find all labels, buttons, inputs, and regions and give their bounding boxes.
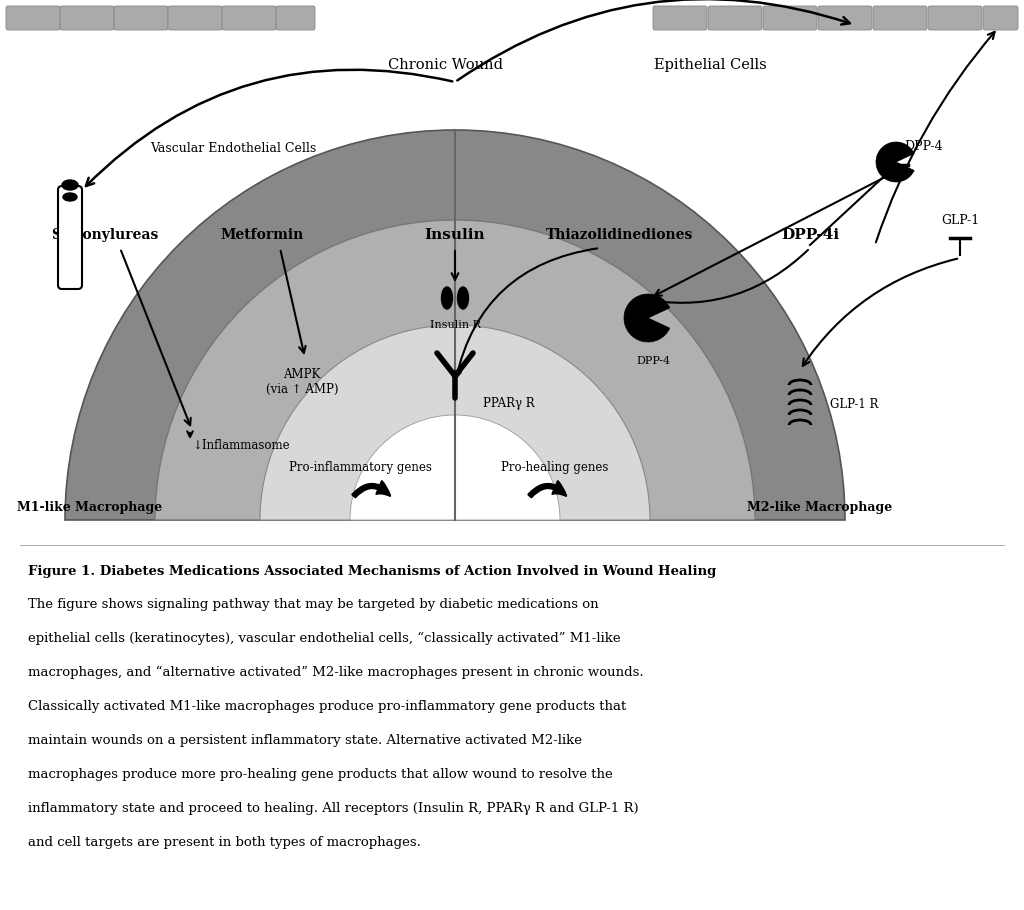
Text: maintain wounds on a persistent inflammatory state. Alternative activated M2-lik: maintain wounds on a persistent inflamma… bbox=[28, 734, 582, 747]
Text: ↓Inflammasome: ↓Inflammasome bbox=[193, 439, 290, 451]
Text: Figure 1. Diabetes Medications Associated Mechanisms of Action Involved in Wound: Figure 1. Diabetes Medications Associate… bbox=[28, 565, 716, 578]
Text: and cell targets are present in both types of macrophages.: and cell targets are present in both typ… bbox=[28, 836, 421, 849]
Text: Vascular Endothelial Cells: Vascular Endothelial Cells bbox=[150, 141, 316, 155]
Text: M1-like Macrophage: M1-like Macrophage bbox=[17, 501, 163, 514]
Text: GLP-1 R: GLP-1 R bbox=[830, 399, 879, 411]
Text: AMPK
(via ↑ AMP): AMPK (via ↑ AMP) bbox=[266, 368, 338, 396]
FancyBboxPatch shape bbox=[276, 6, 315, 30]
Text: DPP-4: DPP-4 bbox=[636, 356, 670, 366]
Text: DPP-4i: DPP-4i bbox=[781, 228, 839, 242]
Text: Pro-inflammatory genes: Pro-inflammatory genes bbox=[289, 461, 431, 474]
Text: Epithelial Cells: Epithelial Cells bbox=[653, 58, 766, 72]
Text: Sulfonylureas: Sulfonylureas bbox=[51, 228, 159, 242]
Text: macrophages, and “alternative activated” M2-like macrophages present in chronic : macrophages, and “alternative activated”… bbox=[28, 666, 644, 679]
FancyBboxPatch shape bbox=[928, 6, 982, 30]
FancyBboxPatch shape bbox=[763, 6, 817, 30]
Ellipse shape bbox=[458, 287, 469, 309]
Ellipse shape bbox=[62, 180, 78, 190]
Text: epithelial cells (keratinocytes), vascular endothelial cells, “classically activ: epithelial cells (keratinocytes), vascul… bbox=[28, 632, 621, 645]
Text: Insulin R: Insulin R bbox=[429, 320, 480, 330]
FancyBboxPatch shape bbox=[58, 186, 82, 289]
Ellipse shape bbox=[441, 287, 453, 309]
Text: Thiazolidinediones: Thiazolidinediones bbox=[547, 228, 693, 242]
Text: DPP-4: DPP-4 bbox=[904, 140, 943, 154]
FancyArrowPatch shape bbox=[352, 481, 390, 497]
FancyBboxPatch shape bbox=[168, 6, 222, 30]
Text: PPARγ R: PPARγ R bbox=[483, 397, 535, 410]
FancyBboxPatch shape bbox=[818, 6, 872, 30]
Ellipse shape bbox=[63, 193, 77, 201]
Text: Classically activated M1-like macrophages produce pro-inflammatory gene products: Classically activated M1-like macrophage… bbox=[28, 700, 627, 713]
FancyBboxPatch shape bbox=[873, 6, 927, 30]
FancyBboxPatch shape bbox=[653, 6, 707, 30]
Text: Insulin: Insulin bbox=[425, 228, 485, 242]
Wedge shape bbox=[876, 142, 914, 182]
Text: GLP-1: GLP-1 bbox=[941, 214, 979, 227]
Text: M2-like Macrophage: M2-like Macrophage bbox=[748, 501, 893, 514]
FancyBboxPatch shape bbox=[114, 6, 168, 30]
Text: Metformin: Metformin bbox=[220, 228, 304, 242]
FancyArrowPatch shape bbox=[528, 481, 566, 497]
FancyBboxPatch shape bbox=[983, 6, 1018, 30]
FancyBboxPatch shape bbox=[60, 6, 114, 30]
Wedge shape bbox=[65, 130, 845, 520]
FancyBboxPatch shape bbox=[6, 6, 60, 30]
Wedge shape bbox=[155, 220, 755, 520]
FancyBboxPatch shape bbox=[222, 6, 276, 30]
Text: Chronic Wound: Chronic Wound bbox=[387, 58, 503, 72]
Text: inflammatory state and proceed to healing. All receptors (Insulin R, PPARγ R and: inflammatory state and proceed to healin… bbox=[28, 802, 639, 815]
Text: Pro-healing genes: Pro-healing genes bbox=[502, 461, 608, 474]
Wedge shape bbox=[350, 415, 560, 520]
Wedge shape bbox=[260, 325, 650, 520]
Wedge shape bbox=[624, 294, 670, 342]
Text: macrophages produce more pro-healing gene products that allow wound to resolve t: macrophages produce more pro-healing gen… bbox=[28, 768, 612, 781]
FancyBboxPatch shape bbox=[708, 6, 762, 30]
Text: The figure shows signaling pathway that may be targeted by diabetic medications : The figure shows signaling pathway that … bbox=[28, 598, 599, 611]
